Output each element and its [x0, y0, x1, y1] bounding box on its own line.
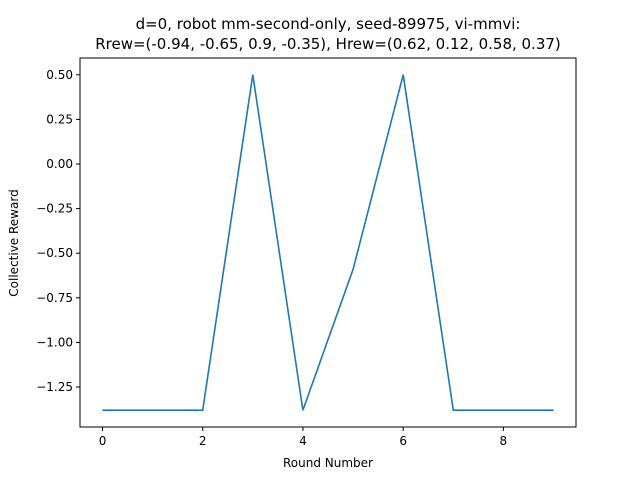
y-tick-label: −1.00 — [36, 335, 73, 349]
chart-title-line-2: Rrew=(-0.94, -0.65, 0.9, -0.35), Hrew=(0… — [95, 35, 561, 53]
x-axis-ticks: 0 2 4 6 8 — [99, 427, 507, 448]
chart-title-line-1: d=0, robot mm-second-only, seed-89975, v… — [136, 15, 521, 33]
y-tick-label: −0.50 — [36, 246, 73, 260]
x-tick-label: 2 — [199, 434, 207, 448]
x-tick-label: 0 — [99, 434, 107, 448]
series-layer — [102, 74, 554, 412]
y-tick-label: 0.00 — [46, 157, 73, 171]
plot-area-frame — [79, 57, 577, 428]
x-tick-label: 6 — [399, 434, 407, 448]
y-tick-label: 0.25 — [46, 112, 73, 126]
y-tick-label: −0.25 — [36, 202, 73, 216]
y-tick-label: −1.25 — [36, 380, 73, 394]
series-line-0 — [102, 74, 554, 412]
y-axis-ticks: 0.50 0.25 0.00 −0.25 −0.50 −0.75 −1.00 −1.25 — [36, 68, 80, 394]
y-axis-label: Collective Reward — [7, 189, 21, 296]
x-axis-label: Round Number — [283, 456, 373, 470]
x-tick-label: 8 — [500, 434, 508, 448]
y-tick-label: 0.50 — [46, 68, 73, 82]
x-tick-label: 4 — [299, 434, 307, 448]
y-tick-label: −0.75 — [36, 291, 73, 305]
